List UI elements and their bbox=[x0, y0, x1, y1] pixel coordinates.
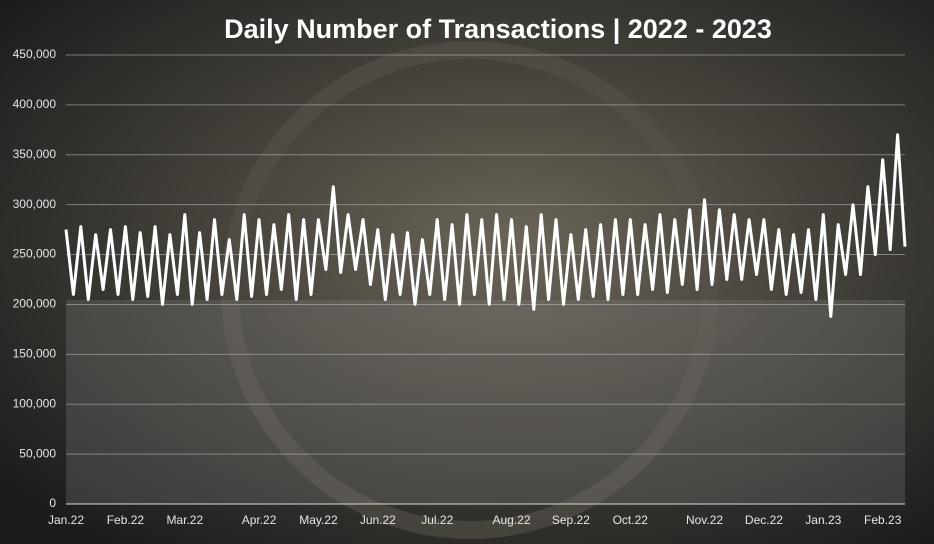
line-series bbox=[64, 133, 907, 318]
plot-shade bbox=[66, 300, 905, 504]
y-tick-label: 250,000 bbox=[13, 247, 57, 261]
chart-title: Daily Number of Transactions | 2022 - 20… bbox=[224, 14, 772, 44]
y-tick-label: 0 bbox=[49, 496, 56, 510]
x-tick-label: May.22 bbox=[299, 513, 338, 527]
x-tick-label: Aug.22 bbox=[492, 513, 530, 527]
x-tick-label: Feb.22 bbox=[107, 513, 145, 527]
y-tick-label: 50,000 bbox=[19, 446, 56, 460]
x-tick-label: Jan.22 bbox=[48, 513, 84, 527]
x-tick-label: Jan.23 bbox=[805, 513, 841, 527]
y-tick-label: 150,000 bbox=[13, 347, 57, 361]
x-tick-label: Jul.22 bbox=[421, 513, 453, 527]
coin-decoration bbox=[221, 41, 719, 539]
y-tick-label: 400,000 bbox=[13, 97, 57, 111]
x-tick-label: Dec.22 bbox=[745, 513, 783, 527]
x-tick-label: Oct.22 bbox=[613, 513, 649, 527]
y-tick-label: 300,000 bbox=[13, 197, 57, 211]
x-tick-label: Apr.22 bbox=[242, 513, 277, 527]
y-tick-label: 350,000 bbox=[13, 147, 57, 161]
x-tick-label: Nov.22 bbox=[686, 513, 723, 527]
x-tick-label: Jun.22 bbox=[360, 513, 396, 527]
x-tick-label: Mar.22 bbox=[166, 513, 203, 527]
y-tick-label: 200,000 bbox=[13, 297, 57, 311]
y-tick-label: 450,000 bbox=[13, 47, 57, 61]
x-tick-label: Feb.23 bbox=[864, 513, 902, 527]
x-tick-label: Sep.22 bbox=[552, 513, 590, 527]
y-tick-label: 100,000 bbox=[13, 396, 57, 410]
